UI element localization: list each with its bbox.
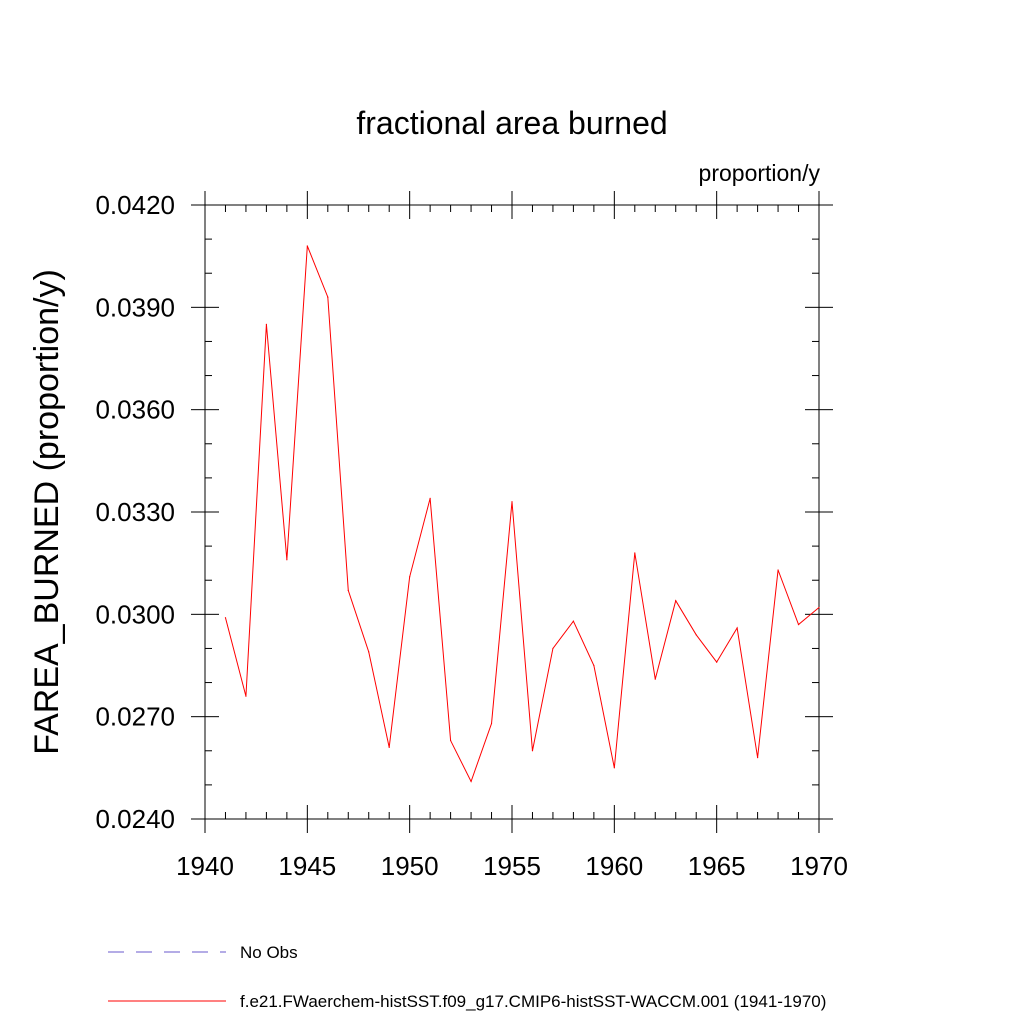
y-tick-label: 0.0360 <box>95 395 175 425</box>
x-tick-label: 1960 <box>585 851 643 881</box>
x-tick-label: 1970 <box>790 851 848 881</box>
data-point <box>327 296 329 298</box>
data-point <box>450 739 452 742</box>
data-point <box>818 606 820 609</box>
legend: No Obs f.e21.FWaerchem-histSST.f09_g17.CM… <box>108 943 826 1011</box>
data-point <box>552 647 554 650</box>
data-point <box>306 245 308 247</box>
x-tick-label: 1950 <box>381 851 439 881</box>
y-axis-label: FAREA_BURNED (proportion/y) <box>28 269 66 755</box>
data-point <box>429 497 431 499</box>
x-tick-label: 1965 <box>688 851 746 881</box>
data-point <box>675 600 677 602</box>
units-label: proportion/y <box>699 160 821 186</box>
data-point <box>695 634 697 636</box>
x-tick-label: 1955 <box>483 851 541 881</box>
x-tick-label: 1940 <box>176 851 234 881</box>
data-point <box>572 620 575 622</box>
x-tick-labels: 1940 1945 1950 1955 1960 1965 1970 <box>176 851 848 881</box>
data-point <box>265 323 267 325</box>
data-point <box>634 552 636 554</box>
data-point <box>409 576 411 578</box>
data-point <box>286 559 288 561</box>
data-point <box>368 651 370 653</box>
data-point <box>470 780 472 783</box>
chart-title: fractional area burned <box>356 105 667 141</box>
data-point <box>224 617 227 619</box>
y-tick-label: 0.0270 <box>95 702 175 732</box>
y-tick-labels: 0.0240 0.0270 0.0300 0.0330 0.0360 0.0390 0.04… <box>95 190 175 834</box>
data-point <box>736 627 738 629</box>
y-tick-label: 0.0240 <box>95 804 175 834</box>
plot-frame <box>204 204 820 820</box>
data-point <box>388 746 390 748</box>
series-line-1 <box>224 245 820 783</box>
data-point <box>490 722 493 725</box>
data-point <box>757 757 759 759</box>
data-point <box>716 661 718 663</box>
data-point <box>511 501 513 503</box>
y-tick-label: 0.0330 <box>95 497 175 527</box>
legend-label-0: No Obs <box>240 943 298 962</box>
y-tick-label: 0.0420 <box>95 190 175 220</box>
data-point <box>593 664 595 667</box>
y-tick-label: 0.0300 <box>95 599 175 629</box>
minor-ticks <box>205 205 819 819</box>
data-point <box>245 695 247 697</box>
legend-label-1: f.e21.FWaerchem-histSST.f09_g17.CMIP6-hi… <box>240 992 826 1011</box>
data-point <box>777 569 779 571</box>
major-ticks <box>191 191 833 833</box>
data-point <box>347 589 349 592</box>
data-point <box>531 750 534 752</box>
x-tick-label: 1945 <box>278 851 336 881</box>
data-point <box>613 767 615 769</box>
data-point <box>654 678 656 680</box>
y-tick-label: 0.0390 <box>95 292 175 322</box>
data-point <box>797 623 800 626</box>
series-layer <box>224 245 820 783</box>
plot-border <box>204 204 820 820</box>
